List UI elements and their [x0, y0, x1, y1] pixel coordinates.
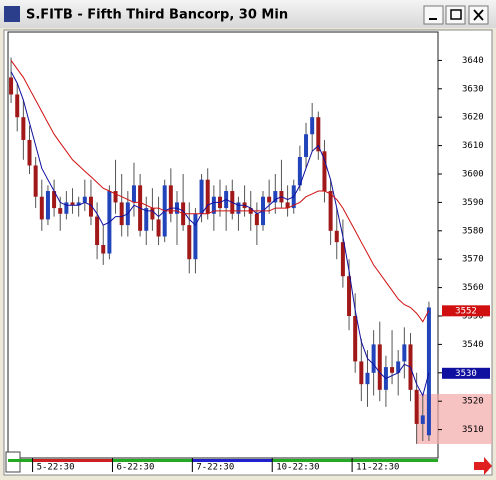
window-title: S.FITB - Fifth Third Bancorp, 30 Min — [26, 8, 288, 23]
scroll-arrow[interactable] — [474, 457, 492, 475]
candle-body — [21, 117, 26, 140]
chart: 3510 3520 3530 3540 3550 3560 3570 3580 3590 3600… — [8, 56, 490, 473]
moving-average — [10, 71, 430, 397]
candle-body — [402, 344, 407, 362]
y-tick-label: 3520 — [462, 397, 484, 407]
y-tick-label: 3590 — [462, 198, 484, 208]
candle-body — [76, 202, 81, 206]
price-tag — [442, 305, 490, 317]
maximize-icon — [450, 9, 462, 20]
candle-body — [95, 216, 100, 245]
candle-body — [371, 344, 376, 373]
minimize-button[interactable] — [423, 5, 444, 25]
y-tick-label: 3570 — [462, 255, 484, 265]
candle-body — [205, 179, 210, 214]
candle-body — [347, 276, 352, 316]
candle-body — [119, 202, 124, 226]
candle-body — [304, 134, 309, 157]
candle-body — [187, 225, 192, 260]
candle-body — [365, 372, 370, 385]
candle-body — [39, 196, 44, 220]
candle-body — [414, 389, 419, 424]
candle-body — [285, 202, 290, 209]
price-tag-label: 3530 — [455, 369, 477, 379]
y-tick-label: 3600 — [462, 170, 484, 180]
candle-body — [254, 213, 259, 226]
session-strip — [112, 459, 193, 462]
x-tick-label: 7-22:30 — [196, 463, 234, 473]
candle-body — [340, 242, 345, 277]
candle-body — [9, 77, 14, 95]
candle-body — [390, 367, 395, 373]
candle-body — [150, 208, 155, 220]
candle-body — [211, 196, 216, 214]
session-strip — [192, 459, 273, 462]
candle-body — [236, 202, 241, 214]
candle-body — [82, 196, 87, 203]
y-tick-label: 3630 — [462, 84, 484, 94]
y-tick-label: 3620 — [462, 113, 484, 123]
candle-body — [33, 165, 38, 197]
candle-body — [396, 361, 401, 373]
candle-body — [144, 208, 149, 231]
x-tick-label: 10-22:30 — [276, 463, 319, 473]
candle-body — [15, 94, 20, 118]
y-tick-label: 3540 — [462, 340, 484, 350]
candle-body — [334, 230, 339, 243]
candle-body — [322, 151, 327, 192]
app-icon — [4, 6, 20, 22]
y-tick-label: 3640 — [462, 56, 484, 66]
maximize-button[interactable] — [445, 5, 466, 25]
plot-area — [7, 31, 439, 459]
y-tick-label: 3510 — [462, 425, 484, 435]
x-tick-label: 11-22:30 — [356, 463, 399, 473]
session-strip — [32, 459, 113, 462]
candle-body — [45, 191, 50, 220]
candle-body — [88, 196, 93, 217]
candle-body — [70, 202, 75, 206]
candle-body — [353, 316, 358, 362]
candle-body — [273, 191, 278, 203]
candle-body — [426, 307, 431, 436]
candle-body — [113, 191, 118, 203]
moving-average — [10, 60, 430, 323]
session-strip — [352, 459, 438, 462]
candle-body — [193, 213, 198, 260]
candle-body — [316, 117, 321, 152]
candle-body — [101, 245, 106, 254]
y-tick-label: 3610 — [462, 141, 484, 151]
candle-body — [64, 202, 69, 214]
session-strip — [8, 459, 33, 462]
title-bar — [0, 0, 496, 28]
session-strip — [272, 459, 353, 462]
candle-body — [131, 185, 136, 203]
x-tick-label: 5-22:30 — [37, 463, 75, 473]
candle-body — [156, 219, 161, 237]
y-tick-label: 3550 — [462, 312, 484, 322]
close-icon — [473, 9, 484, 21]
candle-body — [297, 156, 302, 186]
candle-body — [328, 191, 333, 231]
x-tick-label: 6-22:30 — [116, 463, 154, 473]
candle-body — [310, 117, 315, 135]
window-buttons[interactable] — [423, 5, 489, 25]
price-tag-label: 3552 — [455, 306, 477, 316]
candle-body — [420, 415, 425, 424]
candle-body — [359, 361, 364, 385]
candle-body — [377, 344, 382, 390]
candle-body — [27, 139, 32, 166]
candle-body — [168, 185, 173, 214]
candle-body — [58, 208, 63, 214]
y-tick-label: 3580 — [462, 226, 484, 236]
candle-body — [52, 191, 57, 209]
candle-body — [267, 196, 272, 203]
candle-body — [199, 179, 204, 214]
price-tag — [442, 367, 490, 379]
y-tick-label: 3560 — [462, 283, 484, 293]
